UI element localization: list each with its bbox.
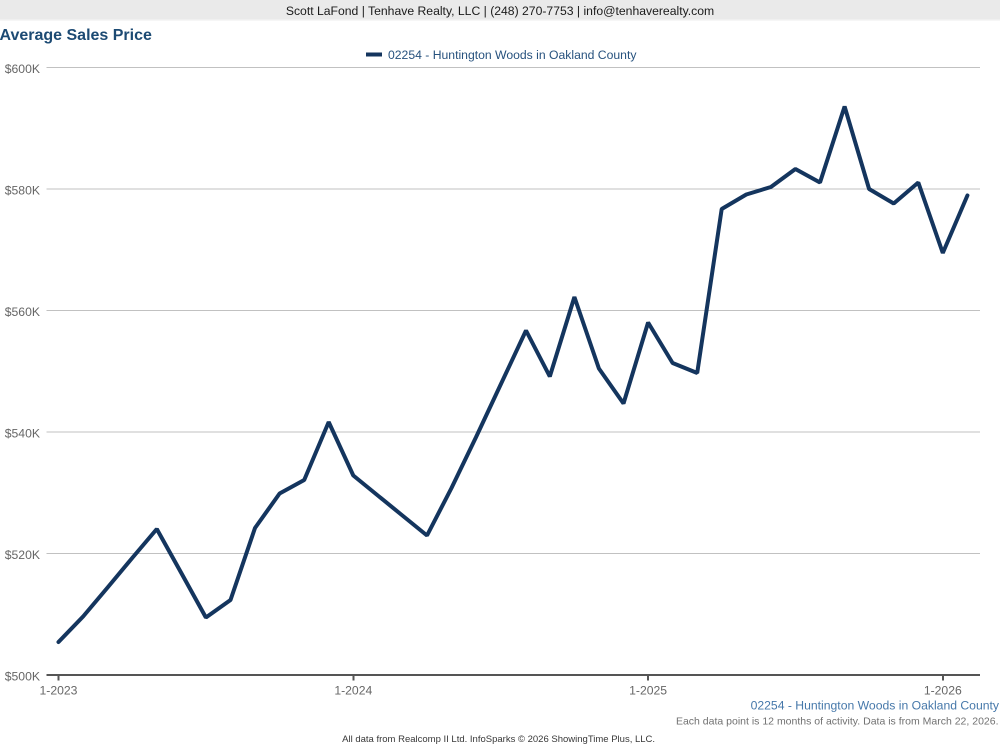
svg-text:$520K: $520K <box>5 548 40 562</box>
svg-text:1-2026: 1-2026 <box>924 684 962 698</box>
svg-text:$500K: $500K <box>5 669 40 683</box>
svg-text:Each data point is 12 months o: Each data point is 12 months of activity… <box>676 716 999 728</box>
svg-text:1-2023: 1-2023 <box>40 684 78 698</box>
svg-text:All data from Realcomp II Ltd.: All data from Realcomp II Ltd. InfoSpark… <box>342 734 655 745</box>
svg-text:$540K: $540K <box>5 426 40 440</box>
svg-text:1-2025: 1-2025 <box>629 684 667 698</box>
svg-text:02254 - Huntington Woods in Oa: 02254 - Huntington Woods in Oakland Coun… <box>751 699 1000 713</box>
svg-text:Scott LaFond | Tenhave Realty,: Scott LaFond | Tenhave Realty, LLC | (24… <box>286 4 714 18</box>
svg-text:Average Sales Price: Average Sales Price <box>0 27 152 44</box>
svg-text:1-2024: 1-2024 <box>334 684 372 698</box>
svg-text:02254 - Huntington Woods in Oa: 02254 - Huntington Woods in Oakland Coun… <box>388 48 637 62</box>
svg-text:$580K: $580K <box>5 183 40 197</box>
svg-text:$560K: $560K <box>5 305 40 319</box>
svg-text:$600K: $600K <box>5 62 40 76</box>
